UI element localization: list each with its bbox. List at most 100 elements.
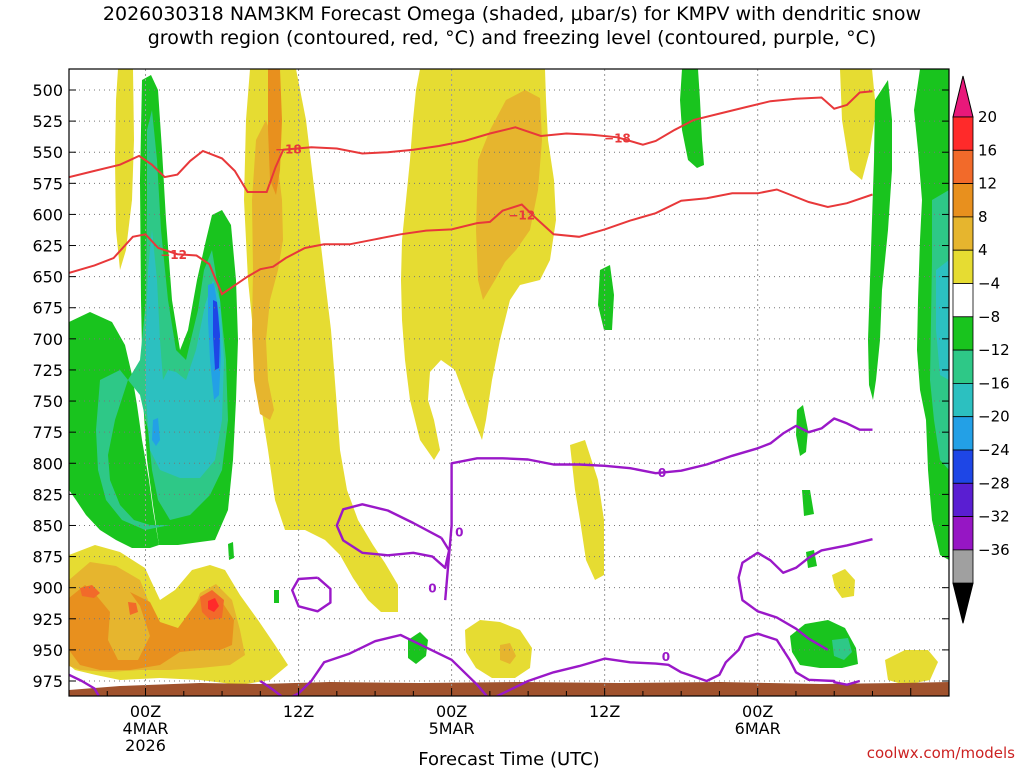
colorbar-label: −20 — [978, 408, 1010, 426]
contours: −18 −18 −12 −12 0 0 0 0 — [69, 90, 873, 696]
omega-sinking-low-mid-yellow — [465, 620, 532, 678]
freezing-level-contour-loop2 — [291, 576, 332, 613]
colorbar-label: 16 — [978, 141, 997, 159]
y-tick-label: 525 — [32, 112, 63, 131]
omega-sinking-tall-band-orange — [268, 69, 282, 195]
colorbar-label: −4 — [978, 275, 1000, 293]
omega-rising-upper-mid-green-2 — [598, 265, 614, 330]
x-tick-label: 12Z — [283, 702, 314, 721]
colorbar-swatch — [952, 116, 974, 151]
colorbar-swatch — [952, 216, 974, 251]
omega-sinking-low-left-orange — [69, 585, 234, 670]
colorbar-swatch — [952, 283, 974, 318]
omega-rising-upper-mid-green — [680, 69, 704, 168]
plot-frame — [68, 68, 950, 697]
x-tick-label: 5MAR — [429, 719, 475, 738]
colorbar-swatch — [952, 416, 974, 451]
omega-rising-core-blue — [213, 300, 220, 370]
y-tick-label: 700 — [32, 330, 63, 349]
omega-sinking-low-right-yellow — [885, 650, 938, 685]
axes: 500 525 550 575 600 625 650 675 700 725 750 775 800 8… — [32, 81, 950, 755]
omega-rising-right-edge-green — [868, 80, 892, 400]
dgz-contour-label: −18 — [604, 131, 631, 145]
y-tick-label: 550 — [32, 143, 63, 162]
colorbar-bottom-arrow — [952, 582, 974, 624]
freezing-level-label: 0 — [455, 526, 463, 540]
x-tick-label: 00Z — [742, 702, 773, 721]
colorbar-swatch — [952, 516, 974, 551]
omega-rising-core-cyan — [146, 230, 224, 478]
y-tick-label: 800 — [32, 454, 63, 473]
colorbar-label: 12 — [978, 175, 997, 193]
colorbar-label: 20 — [978, 108, 997, 126]
y-tick-label: 600 — [32, 205, 63, 224]
freezing-level-label: 0 — [658, 466, 666, 480]
dgz-contour-minus18 — [69, 90, 873, 193]
omega-rising-mid-green-small-2 — [802, 490, 814, 516]
colorbar-swatch — [952, 349, 974, 384]
omega-rising-mid-green-small-1 — [796, 405, 808, 456]
omega-sinking-low-left-hot — [208, 598, 219, 612]
colorbar-swatch — [952, 549, 974, 584]
dgz-contour-minus12 — [69, 188, 873, 296]
credit-text: coolwx.com/models — [867, 744, 1015, 762]
omega-sinking-low-left-red-1 — [80, 585, 100, 598]
omega-sinking-tall-band-gold — [252, 120, 283, 420]
y-tick-label: 750 — [32, 392, 63, 411]
omega-rising-right-edge-cyan — [936, 260, 949, 380]
y-tick-label: 950 — [32, 641, 63, 660]
y-tick-label: 675 — [32, 299, 63, 318]
colorbar-top-arrow — [952, 75, 974, 118]
dgz-contour-label: −12 — [160, 248, 187, 262]
x-tick-label: 00Z — [130, 702, 161, 721]
y-tick-label: 775 — [32, 423, 63, 442]
x-tick-label: 12Z — [589, 702, 620, 721]
freezing-level-contour-right — [737, 538, 873, 651]
omega-sinking-low-left-red-2 — [128, 602, 138, 615]
y-tick-label: 650 — [32, 268, 63, 287]
x-axis-title: Forecast Time (UTC) — [418, 749, 599, 768]
grid-lines — [69, 69, 949, 696]
colorbar-swatch — [952, 249, 974, 284]
freezing-level-contour-left — [69, 673, 101, 696]
omega-sinking-tall-band — [244, 69, 398, 612]
y-tick-label: 975 — [32, 672, 63, 691]
y-tick-label: 925 — [32, 610, 63, 629]
y-tick-label: 850 — [32, 516, 63, 535]
y-tick-label: 575 — [32, 174, 63, 193]
colorbar-swatch — [952, 382, 974, 418]
omega-rising-mid-green-small-4 — [228, 542, 234, 560]
colorbar-label: −12 — [978, 341, 1010, 359]
colorbar-swatch — [952, 316, 974, 351]
omega-sinking-narrow-mid-yellow — [570, 440, 604, 580]
colorbar-label: 8 — [978, 208, 988, 226]
colorbar-label: −28 — [978, 474, 1010, 492]
colorbar-swatch — [952, 183, 974, 218]
y-tick-label: 825 — [32, 485, 63, 504]
x-tick-label: 00Z — [436, 702, 467, 721]
colorbar-label: −8 — [978, 308, 1000, 326]
dgz-contour-label: −12 — [508, 208, 535, 222]
freezing-level-contour-loop1 — [335, 503, 451, 569]
chart-title-line-1: 2026030318 NAM3KM Forecast Omega (shaded… — [102, 3, 922, 25]
freezing-level-contour-upper — [444, 417, 873, 601]
omega-rising-low-right-sea — [832, 638, 852, 660]
freezing-level-label: 0 — [428, 582, 436, 596]
dgz-contour-label: −18 — [275, 142, 302, 156]
colorbar-label: −32 — [978, 508, 1010, 526]
chart-title-line-2: growth region (contoured, red, °C) and f… — [147, 27, 877, 49]
omega-rising-mid-green-small-5 — [274, 590, 279, 603]
omega-sinking-mid-upper-gold — [476, 90, 542, 300]
colorbar-label: −36 — [978, 541, 1010, 559]
x-tick-label: 2026 — [125, 736, 166, 755]
y-tick-label: 500 — [32, 81, 63, 100]
colorbar-swatch — [952, 149, 974, 185]
omega-sinking-right-small-yellow — [832, 569, 855, 598]
omega-shading — [69, 69, 949, 696]
freezing-level-label: 0 — [662, 650, 670, 664]
omega-rising-spot-sky — [152, 418, 160, 446]
y-tick-label: 875 — [32, 548, 63, 567]
colorbar-label: −24 — [978, 441, 1010, 459]
y-tick-label: 900 — [32, 579, 63, 598]
